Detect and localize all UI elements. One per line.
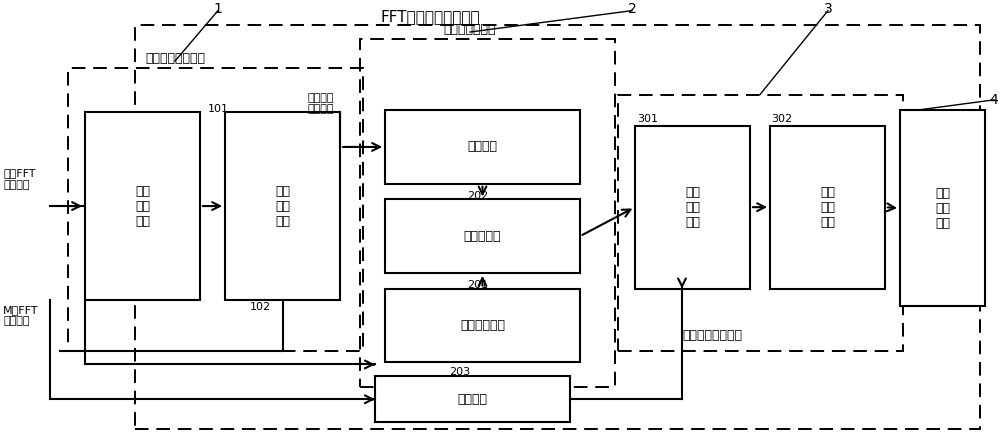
Text: 实时FFT
计算数据: 实时FFT 计算数据: [3, 169, 36, 190]
Text: 复位控制单元: 复位控制单元: [460, 319, 505, 332]
Bar: [225, 112, 340, 300]
Text: 指示寄存器模块: 指示寄存器模块: [444, 23, 496, 36]
Text: FFT计算补零控制装置: FFT计算补零控制装置: [380, 9, 480, 24]
Bar: [618, 94, 903, 351]
Text: 存储状态
存储地址: 存储状态 存储地址: [308, 93, 334, 114]
Text: 2: 2: [628, 2, 636, 16]
Text: 203: 203: [449, 367, 471, 377]
Text: 控制
选择
单元: 控制 选择 单元: [820, 186, 835, 229]
Bar: [375, 375, 570, 422]
Bar: [85, 112, 200, 300]
Text: 202: 202: [467, 191, 489, 201]
Text: 数据
采集
单元: 数据 采集 单元: [135, 185, 150, 228]
Text: M个FFT
计算数据: M个FFT 计算数据: [3, 304, 38, 326]
Bar: [635, 126, 750, 289]
Bar: [385, 199, 580, 273]
Text: 201: 201: [467, 280, 489, 290]
Text: 配置单元: 配置单元: [468, 140, 498, 153]
Text: 102: 102: [249, 302, 271, 312]
Text: 标志
判断
单元: 标志 判断 单元: [685, 186, 700, 229]
Text: 101: 101: [208, 104, 228, 114]
Text: 存储空间: 存储空间: [458, 392, 488, 405]
Bar: [385, 289, 580, 362]
Text: 301: 301: [638, 114, 658, 124]
Text: 数据输出控制模块: 数据输出控制模块: [682, 329, 742, 342]
Bar: [68, 68, 363, 351]
Text: 数据
读取
模块: 数据 读取 模块: [935, 187, 950, 230]
Text: 4: 4: [990, 93, 998, 107]
Text: 1: 1: [214, 2, 222, 16]
Text: 3: 3: [824, 2, 832, 16]
Bar: [360, 39, 615, 387]
Bar: [900, 110, 985, 307]
Text: 指示寄存器: 指示寄存器: [464, 230, 501, 243]
Bar: [385, 110, 580, 184]
Text: 302: 302: [771, 114, 793, 124]
Text: 实时采集数据模块: 实时采集数据模块: [145, 52, 205, 65]
Text: 状态
发送
单元: 状态 发送 单元: [275, 185, 290, 228]
Bar: [770, 126, 885, 289]
Bar: [135, 25, 980, 429]
